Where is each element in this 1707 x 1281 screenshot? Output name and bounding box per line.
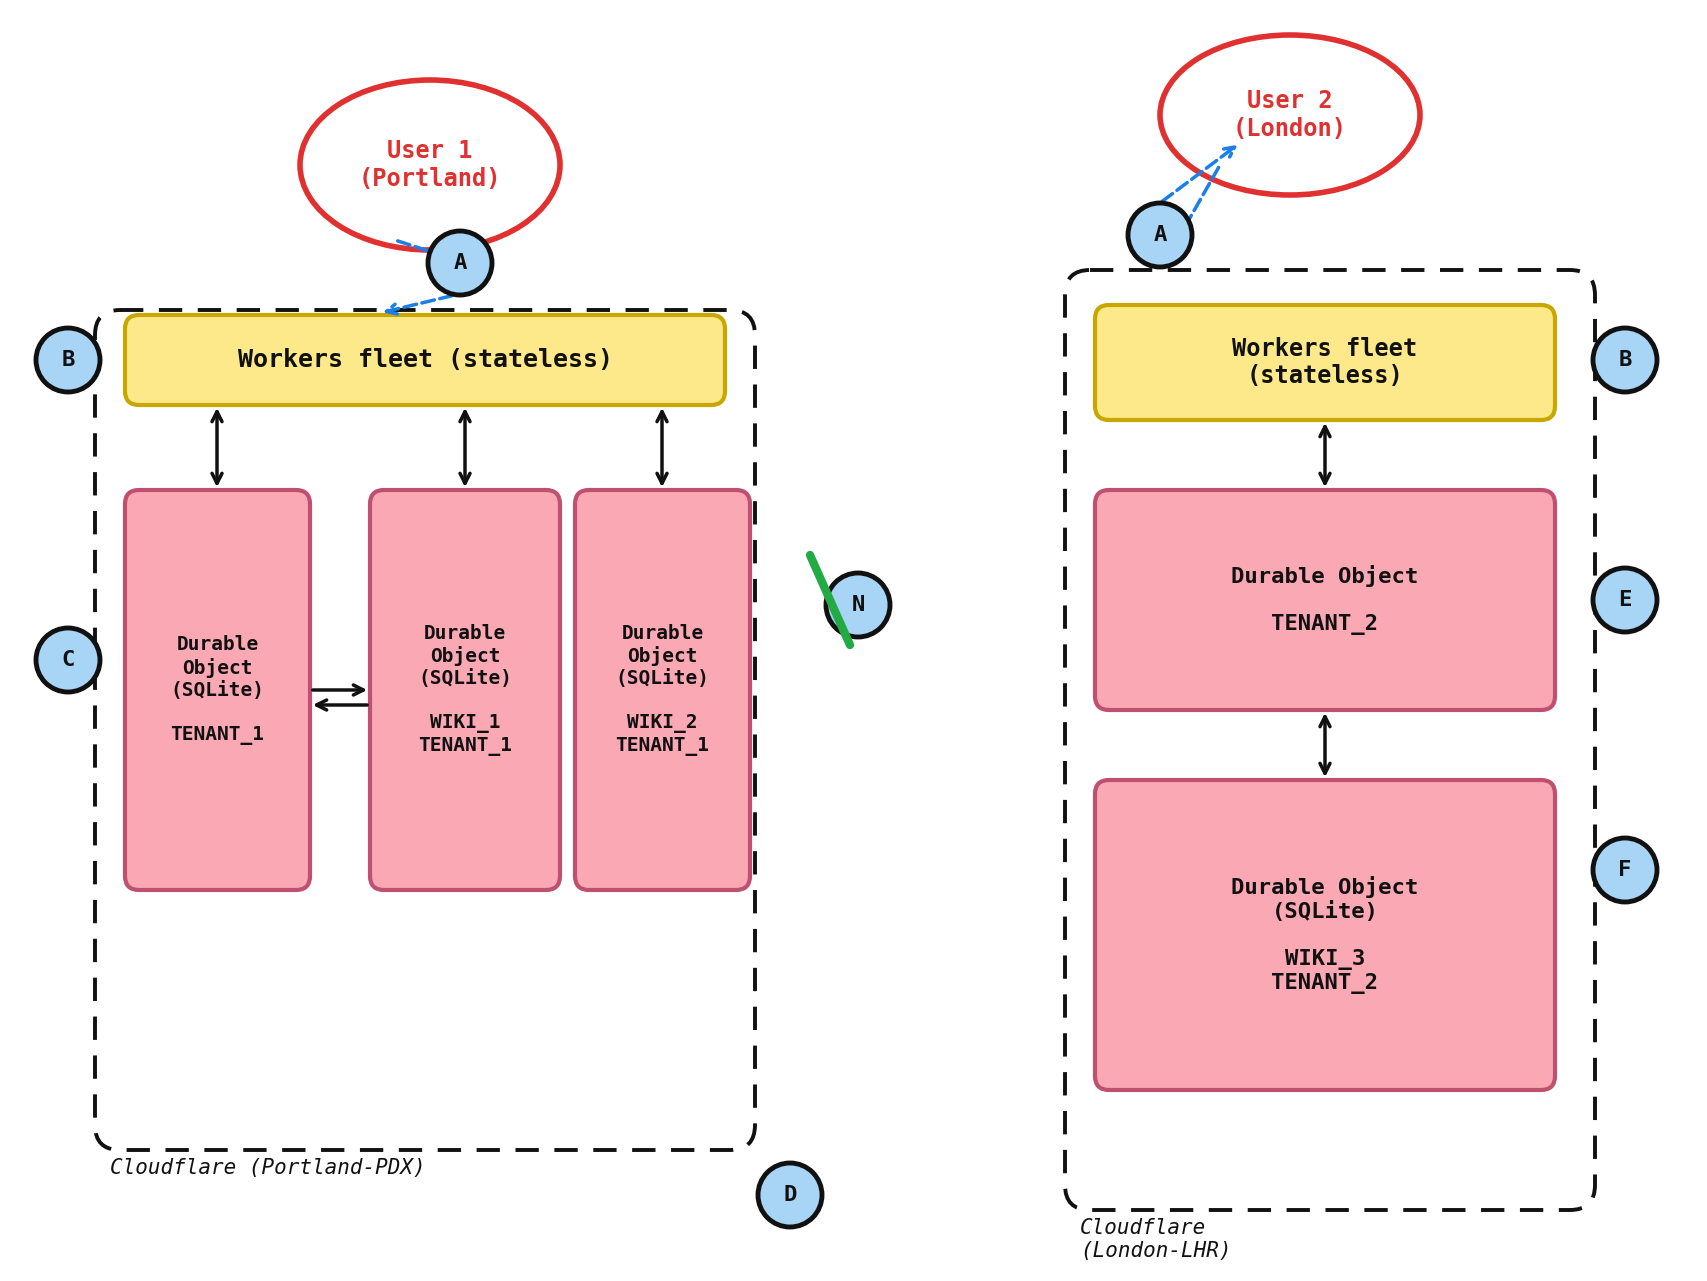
Text: F: F — [1618, 860, 1632, 880]
Text: User 2
(London): User 2 (London) — [1232, 90, 1347, 141]
Circle shape — [36, 328, 101, 392]
Text: Workers fleet (stateless): Workers fleet (stateless) — [237, 348, 613, 371]
Text: Cloudflare (Portland-PDX): Cloudflare (Portland-PDX) — [109, 1158, 425, 1179]
Text: Workers fleet
(stateless): Workers fleet (stateless) — [1232, 337, 1417, 388]
Text: A: A — [1154, 225, 1166, 245]
Ellipse shape — [300, 79, 560, 250]
Text: E: E — [1618, 591, 1632, 610]
FancyBboxPatch shape — [370, 491, 560, 890]
FancyBboxPatch shape — [125, 491, 311, 890]
Circle shape — [758, 1163, 823, 1227]
Text: Cloudflare
(London-LHR): Cloudflare (London-LHR) — [1081, 1218, 1231, 1262]
Text: Durable
Object
(SQLite)

TENANT_1: Durable Object (SQLite) TENANT_1 — [171, 635, 265, 744]
FancyBboxPatch shape — [1094, 780, 1555, 1090]
Ellipse shape — [1161, 35, 1420, 195]
FancyBboxPatch shape — [1094, 491, 1555, 710]
Circle shape — [1593, 838, 1657, 902]
Circle shape — [1593, 567, 1657, 632]
FancyBboxPatch shape — [1094, 305, 1555, 420]
Text: C: C — [61, 649, 75, 670]
FancyBboxPatch shape — [575, 491, 749, 890]
Circle shape — [1593, 328, 1657, 392]
Text: B: B — [61, 350, 75, 370]
Circle shape — [826, 573, 889, 637]
Text: Durable Object
(SQLite)

WIKI_3
TENANT_2: Durable Object (SQLite) WIKI_3 TENANT_2 — [1231, 876, 1419, 994]
Text: Durable
Object
(SQLite)

WIKI_2
TENANT_1: Durable Object (SQLite) WIKI_2 TENANT_1 — [616, 624, 710, 756]
Text: Durable Object

TENANT_2: Durable Object TENANT_2 — [1231, 565, 1419, 634]
Text: Durable
Object
(SQLite)

WIKI_1
TENANT_1: Durable Object (SQLite) WIKI_1 TENANT_1 — [418, 624, 512, 756]
Text: N: N — [852, 594, 865, 615]
Circle shape — [1128, 202, 1191, 266]
Text: A: A — [454, 254, 466, 273]
Text: D: D — [784, 1185, 797, 1205]
Circle shape — [428, 231, 492, 295]
FancyBboxPatch shape — [125, 315, 725, 405]
Text: B: B — [1618, 350, 1632, 370]
Text: User 1
(Portland): User 1 (Portland) — [358, 140, 502, 191]
Circle shape — [36, 628, 101, 692]
